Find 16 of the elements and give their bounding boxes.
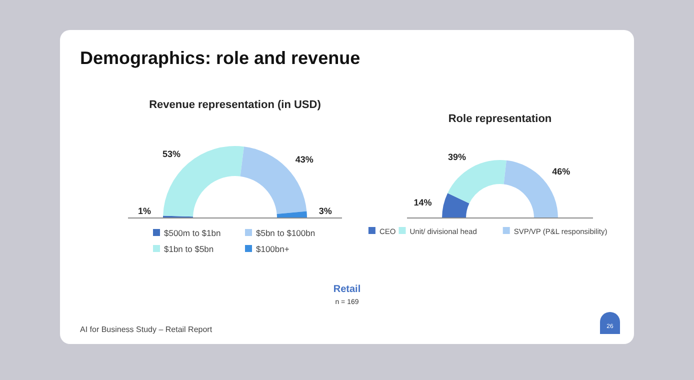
legend-label: $5bn to $100bn: [256, 228, 316, 238]
data-label: 43%: [295, 154, 314, 165]
data-label: 14%: [414, 198, 432, 208]
data-label: 46%: [552, 166, 570, 176]
legend-label: $1bn to $5bn: [164, 244, 214, 254]
data-label: 39%: [448, 152, 466, 162]
chart-title: Revenue representation (in USD): [149, 99, 322, 111]
legend-label: $500m to $1bn: [164, 228, 221, 238]
data-label: 53%: [162, 149, 180, 160]
text: AI for Business Study – Retail Report: [80, 325, 213, 334]
text: Retail: [333, 284, 361, 295]
text: Demographics: role and revenue: [80, 48, 360, 68]
chart-title: Role representation: [448, 113, 552, 125]
data-label: 3%: [318, 206, 332, 216]
data-label: 1%: [138, 206, 152, 216]
legend-label: $100bn+: [256, 244, 290, 254]
